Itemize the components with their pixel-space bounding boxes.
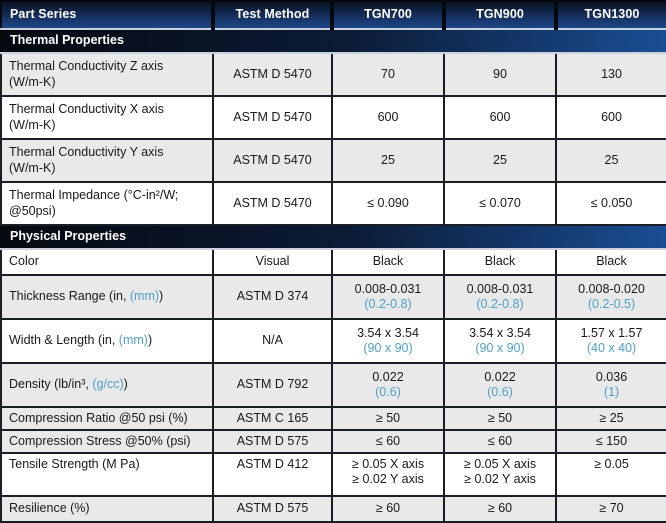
row-tensile-strength: Tensile Strength (M Pa) ASTM D 412 ≥ 0.0…: [0, 452, 666, 497]
test-method: ASTM D 5470: [212, 181, 333, 226]
value-tgn700: 25: [331, 138, 445, 183]
test-method: ASTM D 575: [212, 429, 333, 454]
section-title-physical: Physical Properties: [0, 224, 666, 250]
row-compression-stress: Compression Stress @50% (psi) ASTM D 575…: [0, 429, 666, 454]
value-tgn700: 3.54 x 3.54 (90 x 90): [331, 318, 445, 364]
section-thermal-properties: Thermal Properties: [0, 28, 666, 54]
value-tgn900: 0.008-0.031 (0.2-0.8): [443, 274, 557, 320]
property-label: Thermal Conductivity Z axis (W/m-K): [0, 52, 214, 97]
value-tgn700: ≤ 60: [331, 429, 445, 454]
property-label: Compression Ratio @50 psi (%): [0, 406, 214, 431]
value-tgn900: 3.54 x 3.54 (90 x 90): [443, 318, 557, 364]
value-tgn1300: Black: [555, 248, 666, 276]
header-tgn700: TGN700: [330, 0, 445, 30]
value-tgn900: 90: [443, 52, 557, 97]
row-thickness-range: Thickness Range (in, (mm)) ASTM D 374 0.…: [0, 274, 666, 320]
value-tgn900: ≥ 50: [443, 406, 557, 431]
metric-value: (90 x 90): [363, 341, 413, 355]
property-label: Thermal Impedance (°C-in²/W; @50psi): [0, 181, 214, 226]
table-header-row: Part Series Test Method TGN700 TGN900 TG…: [0, 0, 666, 30]
row-density: Density (lb/in³, (g/cc)) ASTM D 792 0.02…: [0, 362, 666, 408]
test-method: ASTM D 5470: [212, 52, 333, 97]
test-method: ASTM D 374: [212, 274, 333, 320]
value-tgn900: ≤ 60: [443, 429, 557, 454]
value-tgn900: 25: [443, 138, 557, 183]
value-tgn700: ≥ 60: [331, 495, 445, 523]
test-method: Visual: [212, 248, 333, 276]
property-label: Tensile Strength (M Pa): [0, 452, 214, 497]
property-label: Width & Length (in, (mm)): [0, 318, 214, 364]
metric-unit-label: (g/cc): [92, 377, 124, 392]
property-label: Compression Stress @50% (psi): [0, 429, 214, 454]
metric-unit-label: (mm): [129, 289, 160, 304]
value-tgn700: 600: [331, 95, 445, 140]
value-tgn1300: ≥ 25: [555, 406, 666, 431]
value-tgn1300: ≥ 70: [555, 495, 666, 523]
value-tgn1300: 1.57 x 1.57 (40 x 40): [555, 318, 666, 364]
value-tgn700: ≥ 50: [331, 406, 445, 431]
test-method: ASTM C 165: [212, 406, 333, 431]
metric-value: (0.6): [487, 385, 513, 399]
test-method: ASTM D 575: [212, 495, 333, 523]
value-tgn900: ≤ 0.070: [443, 181, 557, 226]
value-tgn1300: ≥ 0.05: [555, 452, 666, 497]
row-width-length: Width & Length (in, (mm)) N/A 3.54 x 3.5…: [0, 318, 666, 364]
property-label: Thermal Conductivity Y axis (W/m-K): [0, 138, 214, 183]
value-tgn900: Black: [443, 248, 557, 276]
value-tgn700: Black: [331, 248, 445, 276]
row-resilience: Resilience (%) ASTM D 575 ≥ 60 ≥ 60 ≥ 70: [0, 495, 666, 523]
row-thermal-impedance: Thermal Impedance (°C-in²/W; @50psi) AST…: [0, 181, 666, 226]
test-method: ASTM D 5470: [212, 95, 333, 140]
header-tgn900: TGN900: [442, 0, 557, 30]
section-title-thermal: Thermal Properties: [0, 28, 666, 54]
value-tgn1300: ≤ 150: [555, 429, 666, 454]
row-thermal-conductivity-x: Thermal Conductivity X axis (W/m-K) ASTM…: [0, 95, 666, 140]
row-thermal-conductivity-z: Thermal Conductivity Z axis (W/m-K) ASTM…: [0, 52, 666, 97]
value-tgn1300: 25: [555, 138, 666, 183]
value-tgn900: 600: [443, 95, 557, 140]
row-thermal-conductivity-y: Thermal Conductivity Y axis (W/m-K) ASTM…: [0, 138, 666, 183]
header-test-method: Test Method: [211, 0, 333, 30]
value-tgn700: ≥ 0.05 X axis ≥ 0.02 Y axis: [331, 452, 445, 497]
row-compression-ratio: Compression Ratio @50 psi (%) ASTM C 165…: [0, 406, 666, 431]
value-tgn1300: 0.036 (1): [555, 362, 666, 408]
value-tgn1300: 0.008-0.020 (0.2-0.5): [555, 274, 666, 320]
property-label: Color: [0, 248, 214, 276]
row-color: Color Visual Black Black Black: [0, 248, 666, 276]
value-tgn700: 70: [331, 52, 445, 97]
value-tgn1300: ≤ 0.050: [555, 181, 666, 226]
property-label: Resilience (%): [0, 495, 214, 523]
value-tgn900: ≥ 0.05 X axis ≥ 0.02 Y axis: [443, 452, 557, 497]
metric-value: (0.2-0.5): [587, 297, 636, 311]
test-method: ASTM D 792: [212, 362, 333, 408]
metric-value: (0.2-0.8): [364, 297, 412, 311]
metric-value: (1): [603, 385, 620, 399]
value-tgn700: 0.022 (0.6): [331, 362, 445, 408]
test-method: N/A: [212, 318, 333, 364]
value-tgn900: 0.022 (0.6): [443, 362, 557, 408]
header-part-series: Part Series: [0, 0, 214, 30]
metric-value: (40 x 40): [586, 341, 637, 355]
value-tgn700: ≤ 0.090: [331, 181, 445, 226]
value-tgn1300: 600: [555, 95, 666, 140]
property-label: Density (lb/in³, (g/cc)): [0, 362, 214, 408]
section-physical-properties: Physical Properties: [0, 224, 666, 250]
value-tgn1300: 130: [555, 52, 666, 97]
value-tgn700: 0.008-0.031 (0.2-0.8): [331, 274, 445, 320]
metric-value: (0.6): [375, 385, 401, 399]
property-label: Thickness Range (in, (mm)): [0, 274, 214, 320]
test-method: ASTM D 5470: [212, 138, 333, 183]
value-tgn900: ≥ 60: [443, 495, 557, 523]
metric-value: (90 x 90): [475, 341, 525, 355]
header-tgn1300: TGN1300: [554, 0, 666, 30]
metric-unit-label: (mm): [118, 333, 148, 348]
test-method: ASTM D 412: [212, 452, 333, 497]
metric-value: (0.2-0.8): [476, 297, 524, 311]
property-label: Thermal Conductivity X axis (W/m-K): [0, 95, 214, 140]
